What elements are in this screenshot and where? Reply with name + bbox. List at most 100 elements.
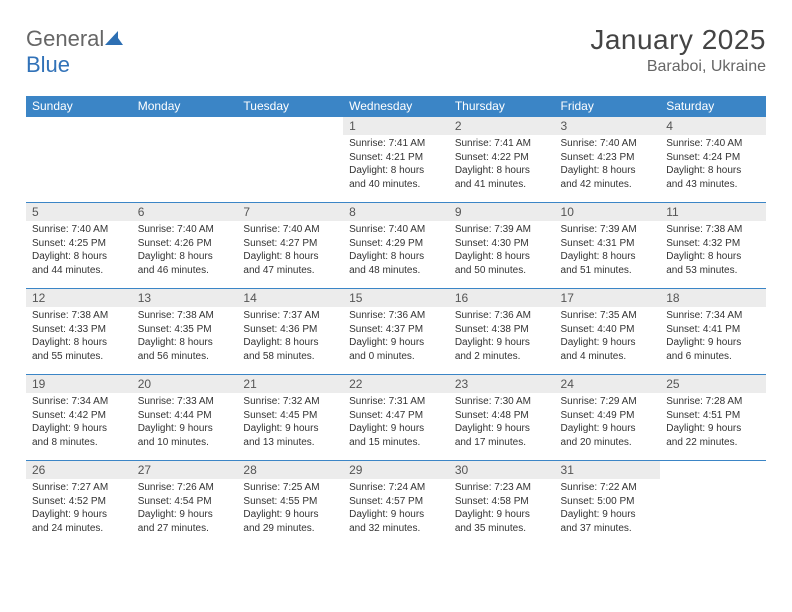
sunset-text: Sunset: 4:58 PM [455,495,549,509]
calendar-cell: 23Sunrise: 7:30 AMSunset: 4:48 PMDayligh… [449,375,555,461]
day-details: Sunrise: 7:41 AMSunset: 4:21 PMDaylight:… [343,135,449,195]
calendar-cell: 19Sunrise: 7:34 AMSunset: 4:42 PMDayligh… [26,375,132,461]
weekday-header: Wednesday [343,96,449,117]
calendar-cell: 28Sunrise: 7:25 AMSunset: 4:55 PMDayligh… [237,461,343,547]
daylight-text: and 43 minutes. [666,178,760,192]
daylight-text: and 40 minutes. [349,178,443,192]
day-details: Sunrise: 7:40 AMSunset: 4:27 PMDaylight:… [237,221,343,281]
calendar-cell: 24Sunrise: 7:29 AMSunset: 4:49 PMDayligh… [555,375,661,461]
day-details: Sunrise: 7:40 AMSunset: 4:26 PMDaylight:… [132,221,238,281]
daylight-text: Daylight: 9 hours [243,508,337,522]
sunset-text: Sunset: 4:54 PM [138,495,232,509]
sunrise-text: Sunrise: 7:40 AM [666,137,760,151]
day-number: 13 [132,289,238,307]
day-number: 4 [660,117,766,135]
daylight-text: Daylight: 9 hours [561,508,655,522]
calendar-cell: 3Sunrise: 7:40 AMSunset: 4:23 PMDaylight… [555,117,661,203]
day-number: 21 [237,375,343,393]
weekday-header: Thursday [449,96,555,117]
daylight-text: Daylight: 8 hours [243,336,337,350]
day-details: Sunrise: 7:36 AMSunset: 4:38 PMDaylight:… [449,307,555,367]
daylight-text: and 37 minutes. [561,522,655,536]
sunset-text: Sunset: 5:00 PM [561,495,655,509]
calendar-cell: 18Sunrise: 7:34 AMSunset: 4:41 PMDayligh… [660,289,766,375]
day-details: Sunrise: 7:40 AMSunset: 4:23 PMDaylight:… [555,135,661,195]
day-number: 2 [449,117,555,135]
daylight-text: Daylight: 8 hours [349,164,443,178]
day-number [26,117,132,135]
daylight-text: Daylight: 9 hours [455,336,549,350]
day-number: 7 [237,203,343,221]
day-details: Sunrise: 7:40 AMSunset: 4:24 PMDaylight:… [660,135,766,195]
day-details: Sunrise: 7:39 AMSunset: 4:31 PMDaylight:… [555,221,661,281]
calendar-cell: 10Sunrise: 7:39 AMSunset: 4:31 PMDayligh… [555,203,661,289]
daylight-text: and 41 minutes. [455,178,549,192]
day-number: 29 [343,461,449,479]
calendar-row: 5Sunrise: 7:40 AMSunset: 4:25 PMDaylight… [26,203,766,289]
day-number: 5 [26,203,132,221]
sunset-text: Sunset: 4:21 PM [349,151,443,165]
calendar-cell: 21Sunrise: 7:32 AMSunset: 4:45 PMDayligh… [237,375,343,461]
daylight-text: Daylight: 9 hours [666,422,760,436]
daylight-text: and 29 minutes. [243,522,337,536]
daylight-text: and 2 minutes. [455,350,549,364]
day-number: 27 [132,461,238,479]
sunset-text: Sunset: 4:41 PM [666,323,760,337]
day-number: 12 [26,289,132,307]
day-details: Sunrise: 7:37 AMSunset: 4:36 PMDaylight:… [237,307,343,367]
day-number: 8 [343,203,449,221]
sunrise-text: Sunrise: 7:36 AM [349,309,443,323]
daylight-text: Daylight: 8 hours [32,250,126,264]
calendar-cell: 16Sunrise: 7:36 AMSunset: 4:38 PMDayligh… [449,289,555,375]
calendar-cell: 11Sunrise: 7:38 AMSunset: 4:32 PMDayligh… [660,203,766,289]
calendar-cell: 15Sunrise: 7:36 AMSunset: 4:37 PMDayligh… [343,289,449,375]
sunset-text: Sunset: 4:38 PM [455,323,549,337]
day-details: Sunrise: 7:24 AMSunset: 4:57 PMDaylight:… [343,479,449,539]
day-details: Sunrise: 7:41 AMSunset: 4:22 PMDaylight:… [449,135,555,195]
sunset-text: Sunset: 4:55 PM [243,495,337,509]
day-details: Sunrise: 7:25 AMSunset: 4:55 PMDaylight:… [237,479,343,539]
sunrise-text: Sunrise: 7:36 AM [455,309,549,323]
daylight-text: Daylight: 9 hours [455,422,549,436]
weekday-header: Friday [555,96,661,117]
day-number [132,117,238,135]
daylight-text: and 15 minutes. [349,436,443,450]
calendar-cell: 4Sunrise: 7:40 AMSunset: 4:24 PMDaylight… [660,117,766,203]
sunrise-text: Sunrise: 7:29 AM [561,395,655,409]
day-details: Sunrise: 7:26 AMSunset: 4:54 PMDaylight:… [132,479,238,539]
day-number: 24 [555,375,661,393]
daylight-text: and 13 minutes. [243,436,337,450]
calendar-cell: 2Sunrise: 7:41 AMSunset: 4:22 PMDaylight… [449,117,555,203]
daylight-text: Daylight: 9 hours [561,336,655,350]
title-block: January 2025 Baraboi, Ukraine [590,24,766,76]
calendar-cell: 14Sunrise: 7:37 AMSunset: 4:36 PMDayligh… [237,289,343,375]
daylight-text: Daylight: 9 hours [138,422,232,436]
daylight-text: and 10 minutes. [138,436,232,450]
sunrise-text: Sunrise: 7:27 AM [32,481,126,495]
day-number: 18 [660,289,766,307]
daylight-text: Daylight: 9 hours [32,508,126,522]
sunrise-text: Sunrise: 7:25 AM [243,481,337,495]
sunrise-text: Sunrise: 7:39 AM [455,223,549,237]
page-title: January 2025 [590,24,766,56]
calendar-body: 1Sunrise: 7:41 AMSunset: 4:21 PMDaylight… [26,117,766,547]
daylight-text: and 48 minutes. [349,264,443,278]
daylight-text: and 32 minutes. [349,522,443,536]
sunset-text: Sunset: 4:32 PM [666,237,760,251]
sunrise-text: Sunrise: 7:39 AM [561,223,655,237]
calendar-cell: 29Sunrise: 7:24 AMSunset: 4:57 PMDayligh… [343,461,449,547]
day-details: Sunrise: 7:29 AMSunset: 4:49 PMDaylight:… [555,393,661,453]
calendar-row: 26Sunrise: 7:27 AMSunset: 4:52 PMDayligh… [26,461,766,547]
daylight-text: Daylight: 9 hours [349,508,443,522]
sunrise-text: Sunrise: 7:34 AM [666,309,760,323]
daylight-text: Daylight: 8 hours [455,164,549,178]
day-details: Sunrise: 7:33 AMSunset: 4:44 PMDaylight:… [132,393,238,453]
day-number: 31 [555,461,661,479]
sunrise-text: Sunrise: 7:34 AM [32,395,126,409]
daylight-text: Daylight: 8 hours [32,336,126,350]
daylight-text: and 47 minutes. [243,264,337,278]
logo-text: GeneralBlue [26,26,123,78]
daylight-text: Daylight: 9 hours [455,508,549,522]
sunrise-text: Sunrise: 7:22 AM [561,481,655,495]
calendar-cell [132,117,238,203]
